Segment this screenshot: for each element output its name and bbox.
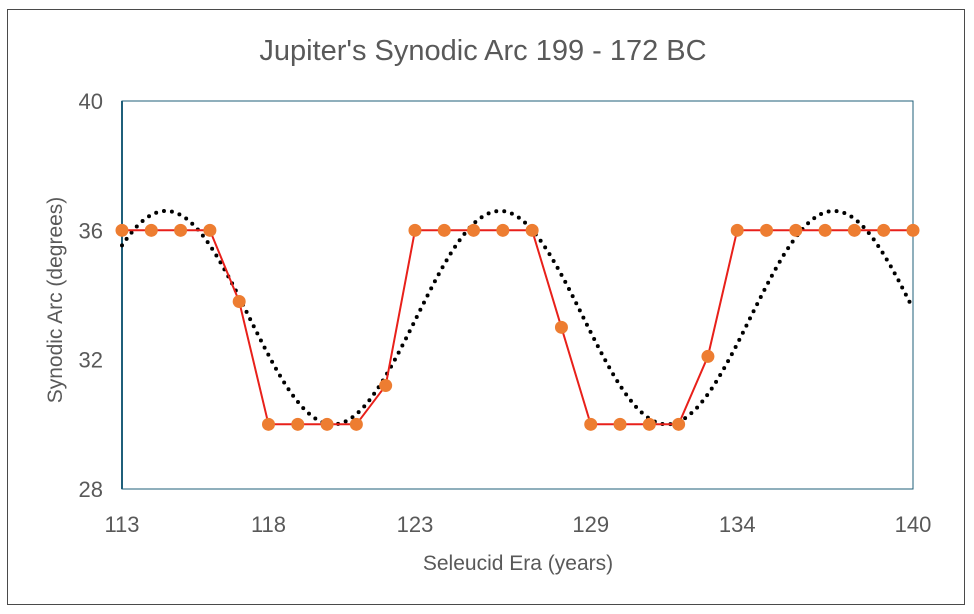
data-point-marker: [261, 417, 275, 431]
x-tick-label: 118: [251, 512, 286, 537]
data-point-marker: [789, 223, 803, 237]
data-point-marker: [701, 349, 715, 363]
orange-marker-series: [115, 223, 920, 431]
data-point-marker: [877, 223, 891, 237]
red-series-line: [122, 229, 913, 426]
data-point-marker: [554, 320, 568, 334]
x-tick-label: 113: [104, 512, 139, 537]
data-point-marker: [291, 417, 305, 431]
x-tick-label: 134: [719, 512, 756, 537]
chart-title: Jupiter's Synodic Arc 199 - 172 BC: [259, 35, 706, 67]
x-tick-label: 129: [572, 512, 609, 537]
data-point-marker: [467, 223, 481, 237]
x-tick-label: 123: [397, 512, 434, 537]
data-point-marker: [760, 223, 774, 237]
data-point-marker: [672, 417, 686, 431]
data-point-marker: [496, 223, 510, 237]
chart-frame: [7, 9, 965, 605]
y-axis-label: Synodic Arc (degrees): [44, 197, 67, 404]
data-point-marker: [174, 223, 188, 237]
y-tick-label: 28: [79, 477, 103, 502]
red-line-series: [122, 229, 913, 426]
x-axis-label: Seleucid Era (years): [423, 552, 613, 575]
y-tick-labels: 28 32 36 40: [79, 89, 103, 502]
data-point-marker: [818, 223, 832, 237]
x-tick-labels: 113 118 123 129 134 140: [104, 512, 931, 537]
plot-area: [121, 100, 914, 490]
data-point-marker: [437, 223, 451, 237]
data-point-marker: [349, 417, 363, 431]
data-point-marker: [613, 417, 627, 431]
y-tick-label: 36: [79, 218, 103, 243]
data-point-marker: [144, 223, 158, 237]
dotted-curve-series: [120, 208, 915, 427]
y-tick-label: 40: [79, 89, 103, 114]
data-point-marker: [847, 223, 861, 237]
data-point-marker: [525, 223, 539, 237]
data-point-marker: [642, 417, 656, 431]
y-tick-label: 32: [79, 348, 103, 373]
dotted-curve: [120, 208, 915, 427]
data-point-marker: [584, 417, 598, 431]
data-point-marker: [906, 223, 920, 237]
data-point-marker: [408, 223, 422, 237]
data-point-marker: [203, 223, 217, 237]
data-point-marker: [115, 223, 129, 237]
x-tick-label: 140: [895, 512, 932, 537]
data-point-marker: [379, 379, 393, 393]
data-point-marker: [320, 417, 334, 431]
data-point-marker: [730, 223, 744, 237]
data-point-marker: [232, 294, 246, 308]
